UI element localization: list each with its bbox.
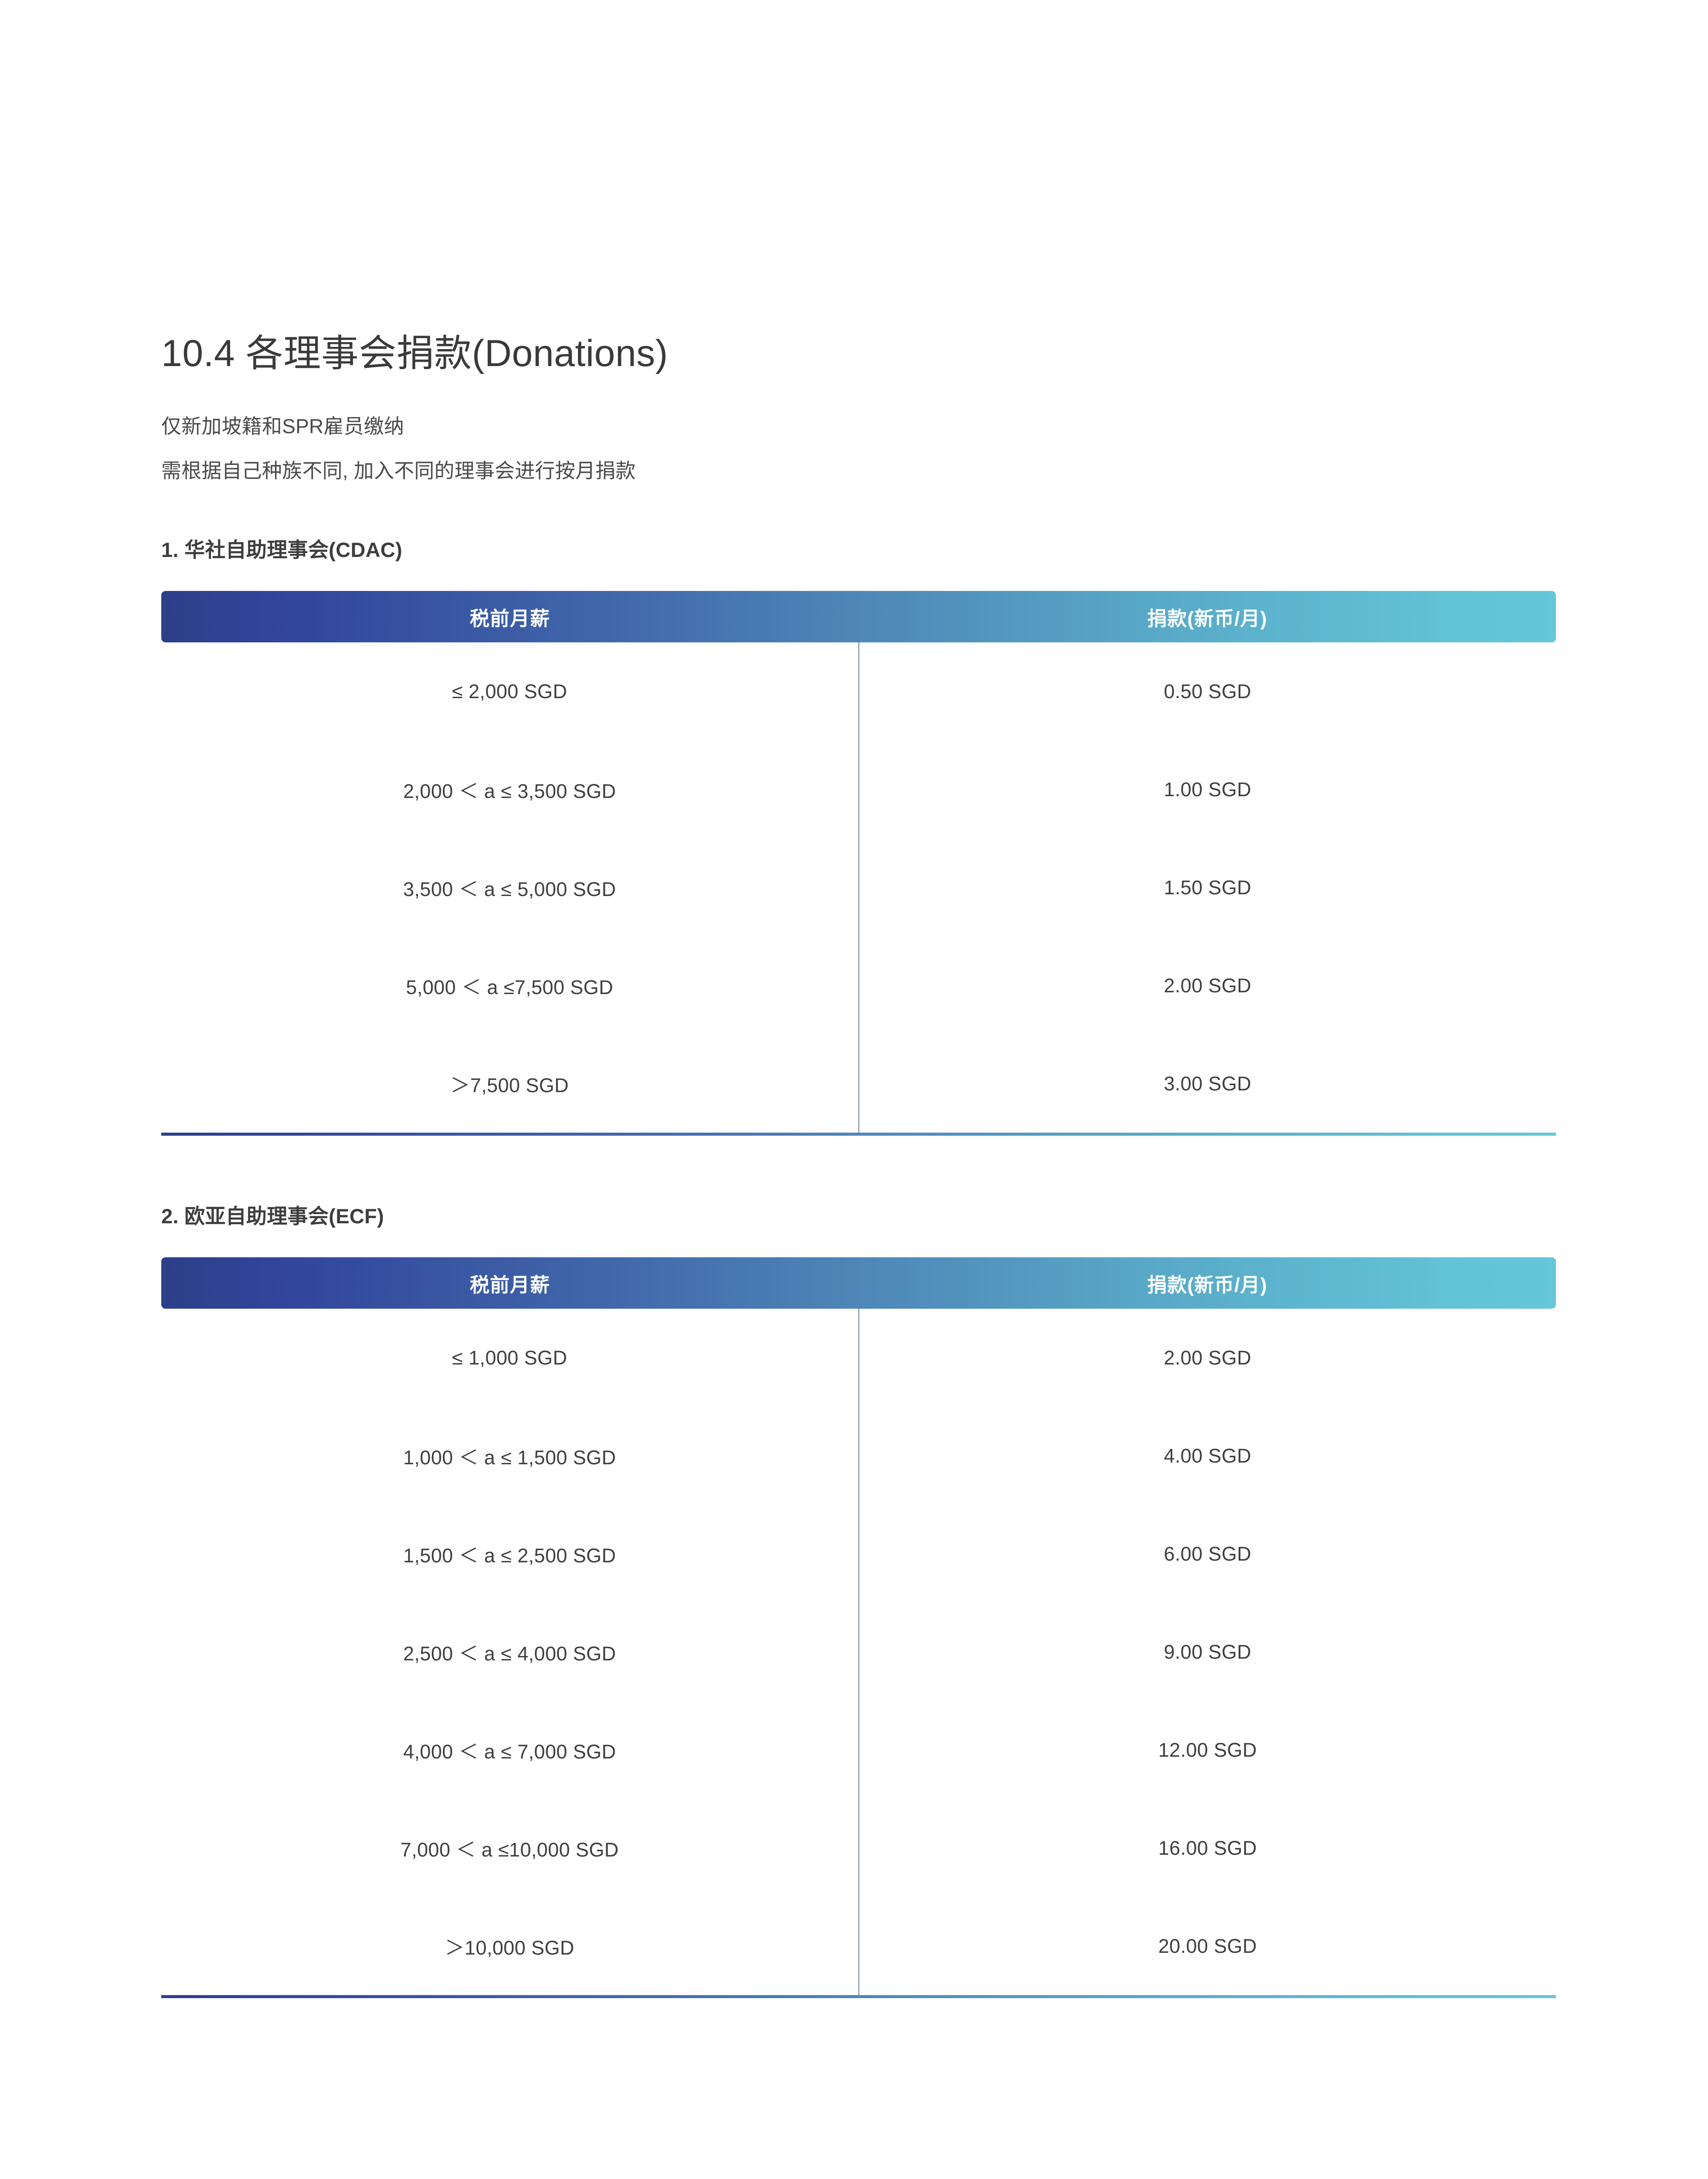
cell-donation: 16.00 SGD (1158, 1836, 1257, 1859)
page-content: 10.4 各理事会捐款(Donations) 仅新加坡籍和SPR雇员缴纳 需根据… (161, 0, 1556, 1999)
page-title: 10.4 各理事会捐款(Donations) (161, 333, 668, 374)
intro-paragraph: 仅新加坡籍和SPR雇员缴纳 需根据自己种族不同, 加入不同的理事会进行按月捐款 (161, 416, 1556, 481)
cell-donation: 0.50 SGD (1164, 680, 1252, 703)
cell-donation: 20.00 SGD (1158, 1935, 1257, 1957)
table-bottom-rule (161, 1995, 1556, 1999)
cell-donation: 1.50 SGD (1164, 876, 1252, 899)
table-bottom-rule (161, 1133, 1556, 1136)
cell-salary: ≤ 2,000 SGD (161, 642, 859, 741)
column-header-salary: 税前月薪 (469, 607, 550, 630)
cell-salary: 2,500 ＜ a ≤ 4,000 SGD (161, 1603, 859, 1701)
column-header-donation: 捐款(新币/月) (1147, 607, 1267, 630)
table-header-row: 税前月薪 捐款(新币/月) (161, 591, 1556, 643)
column-header-donation: 捐款(新币/月) (1147, 1273, 1267, 1296)
cell-donation: 1.00 SGD (1164, 778, 1252, 801)
cell-salary: ＞7,500 SGD (161, 1035, 859, 1133)
column-header-salary: 税前月薪 (469, 1273, 550, 1296)
cell-salary: 3,500 ＜ a ≤ 5,000 SGD (161, 838, 859, 937)
cell-donation: 3.00 SGD (1164, 1072, 1252, 1095)
table-row: 1,500 ＜ a ≤ 2,500 SGD 6.00 SGD (161, 1505, 1556, 1603)
cell-donation: 2.00 SGD (1164, 974, 1252, 997)
cell-salary: 1,000 ＜ a ≤ 1,500 SGD (161, 1407, 859, 1505)
cell-salary: 5,000 ＜ a ≤7,500 SGD (161, 937, 859, 1035)
table-row: 2,000 ＜ a ≤ 3,500 SGD 1.00 SGD (161, 740, 1556, 839)
table-cdac: 税前月薪 捐款(新币/月) ≤ 2,000 SGD 0.50 SGD 2,000… (161, 591, 1556, 1136)
cell-donation: 9.00 SGD (1164, 1640, 1252, 1663)
cell-donation: 6.00 SGD (1164, 1542, 1252, 1565)
table-row: 1,000 ＜ a ≤ 1,500 SGD 4.00 SGD (161, 1407, 1556, 1505)
cell-donation: 4.00 SGD (1164, 1444, 1252, 1467)
cell-salary: 2,000 ＜ a ≤ 3,500 SGD (161, 740, 859, 839)
table-row: ≤ 1,000 SGD 2.00 SGD (161, 1309, 1556, 1407)
table-row: ＞10,000 SGD 20.00 SGD (161, 1897, 1556, 1996)
table-header-row: 税前月薪 捐款(新币/月) (161, 1257, 1556, 1309)
table-row: ≤ 2,000 SGD 0.50 SGD (161, 642, 1556, 741)
intro-line-1: 仅新加坡籍和SPR雇员缴纳 (161, 415, 404, 438)
cell-salary: 4,000 ＜ a ≤ 7,000 SGD (161, 1701, 859, 1799)
table-row: 5,000 ＜ a ≤7,500 SGD 2.00 SGD (161, 937, 1556, 1035)
cell-salary: 7,000 ＜ a ≤10,000 SGD (161, 1799, 859, 1897)
cell-salary: 1,500 ＜ a ≤ 2,500 SGD (161, 1505, 859, 1603)
section-heading-ecf: 2. 欧亚自助理事会(ECF) (161, 1205, 384, 1228)
table-row: 4,000 ＜ a ≤ 7,000 SGD 12.00 SGD (161, 1701, 1556, 1799)
table-row: 7,000 ＜ a ≤10,000 SGD 16.00 SGD (161, 1799, 1556, 1897)
cell-salary: ＞10,000 SGD (161, 1897, 859, 1996)
cell-donation: 12.00 SGD (1158, 1738, 1257, 1761)
table-ecf: 税前月薪 捐款(新币/月) ≤ 1,000 SGD 2.00 SGD 1,000… (161, 1257, 1556, 1999)
table-row: 2,500 ＜ a ≤ 4,000 SGD 9.00 SGD (161, 1603, 1556, 1701)
table-row: ＞7,500 SGD 3.00 SGD (161, 1035, 1556, 1133)
section-heading-cdac: 1. 华社自助理事会(CDAC) (161, 538, 403, 562)
cell-donation: 2.00 SGD (1164, 1346, 1252, 1369)
cell-salary: ≤ 1,000 SGD (161, 1309, 859, 1407)
table-row: 3,500 ＜ a ≤ 5,000 SGD 1.50 SGD (161, 838, 1556, 937)
intro-line-2: 需根据自己种族不同, 加入不同的理事会进行按月捐款 (161, 459, 636, 482)
